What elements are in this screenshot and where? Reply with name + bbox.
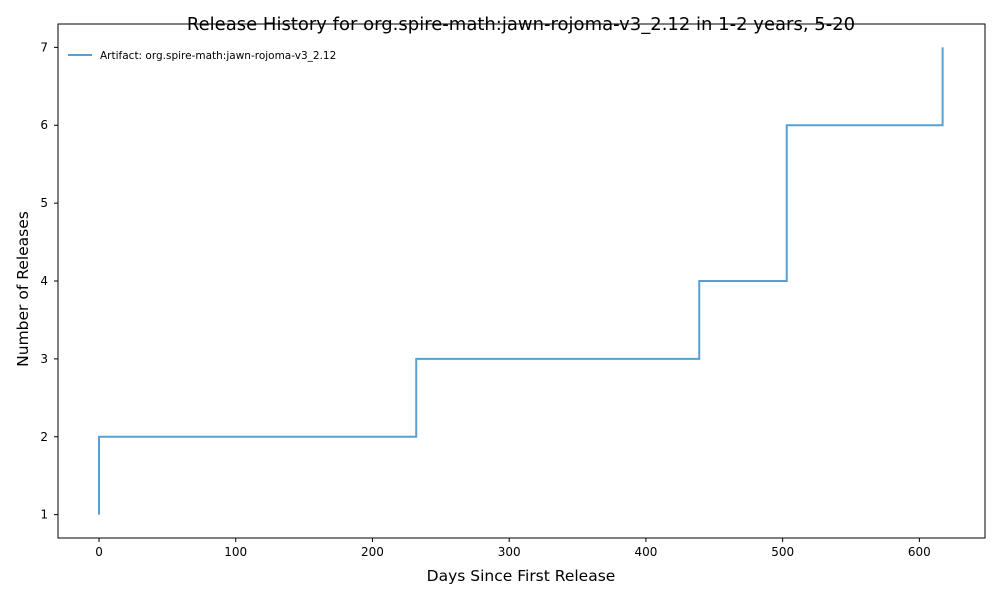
y-tick-label: 3 [40,352,48,366]
plot-frame [57,23,986,539]
y-tick-label: 4 [40,274,48,288]
x-tick-label: 200 [361,545,384,559]
y-tick-label: 5 [40,196,48,210]
plot-area [98,47,944,515]
x-tick-label: 0 [95,545,103,559]
y-axis: 1 2 3 4 5 6 7 [40,40,58,522]
x-tick-label: 500 [771,545,794,559]
legend: Artifact: org.spire-math:jawn-rojoma-v3_… [68,50,336,62]
x-tick-label: 400 [634,545,657,559]
x-tick-label: 100 [224,545,247,559]
x-tick-label: 300 [498,545,521,559]
x-axis-label: Days Since First Release [427,567,616,585]
y-axis-label: Number of Releases [14,211,32,367]
y-tick-label: 2 [40,430,48,444]
legend-label: Artifact: org.spire-math:jawn-rojoma-v3_… [100,50,336,62]
y-tick-label: 7 [40,40,48,54]
series-line [98,47,944,515]
y-tick-label: 1 [40,508,48,522]
x-axis: 0 100 200 300 400 500 600 [95,538,931,559]
y-tick-label: 6 [40,118,48,132]
x-tick-label: 600 [908,545,931,559]
